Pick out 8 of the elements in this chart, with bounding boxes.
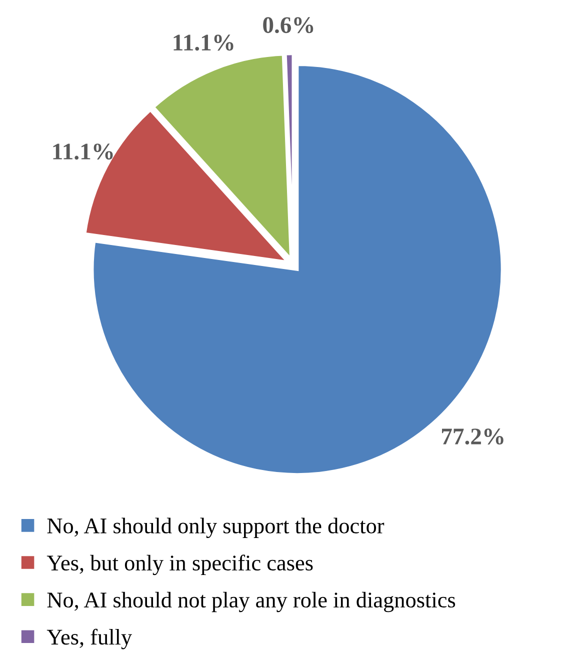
data-label: 11.1%: [174, 34, 234, 51]
legend-label: No, AI should only support the doctor: [47, 518, 384, 538]
data-label: 11.1%: [53, 144, 113, 160]
legend-label: No, AI should not play any role in diagnostics: [47, 592, 456, 612]
legend-label: Yes, but only in specific cases: [46, 554, 313, 576]
legend-label: Yes, fully: [46, 628, 132, 650]
data-label: 0.6%: [263, 17, 314, 34]
data-label: 77.2%: [442, 428, 504, 445]
